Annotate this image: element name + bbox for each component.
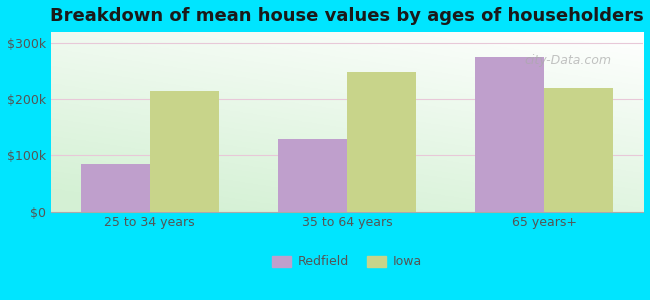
Title: Breakdown of mean house values by ages of householders: Breakdown of mean house values by ages o…: [50, 7, 644, 25]
Bar: [475, 57, 544, 212]
Bar: [544, 88, 614, 212]
Legend: Redfield, Iowa: Redfield, Iowa: [267, 250, 426, 274]
Bar: [278, 139, 347, 211]
Bar: [150, 91, 218, 212]
Text: city-Data.com: city-Data.com: [525, 54, 612, 67]
Bar: [347, 72, 416, 212]
Bar: [81, 164, 150, 212]
